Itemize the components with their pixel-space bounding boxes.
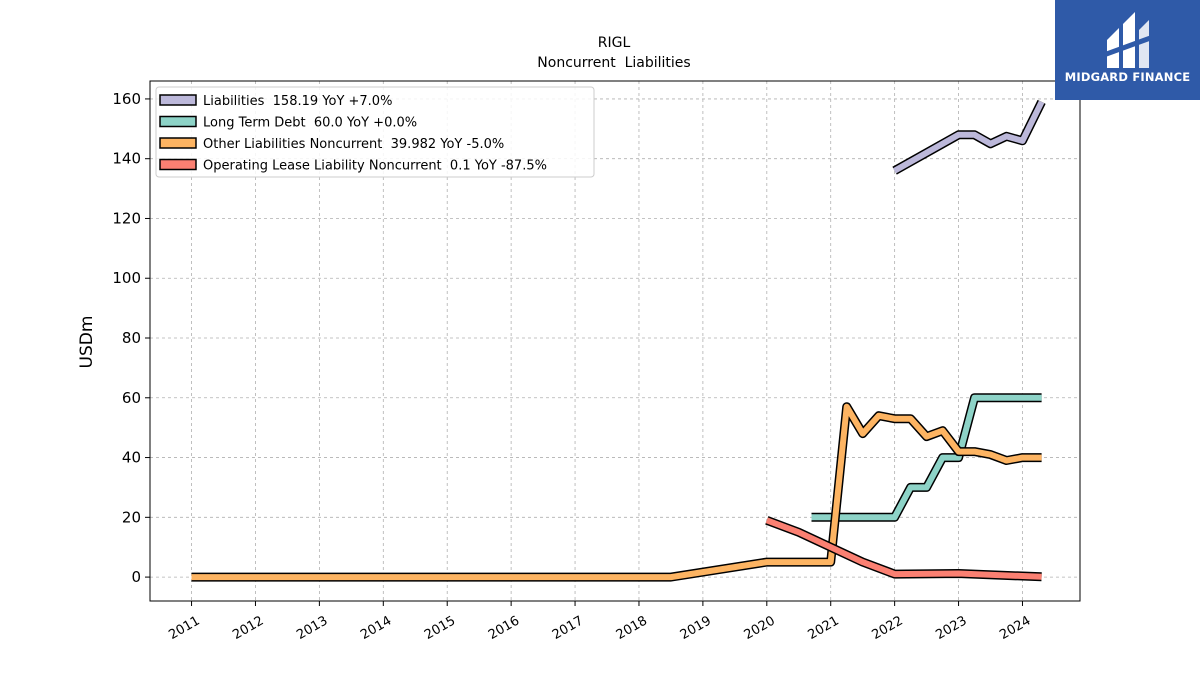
series-line [765,517,1042,580]
x-tick-label: 2013 [294,613,330,643]
brand-logo: MIDGARD FINANCE [1055,0,1200,100]
legend: Liabilities 158.19 YoY +7.0% Long Term De… [155,86,595,178]
chart-title: RIGL [598,35,631,51]
x-tick-label: 2021 [806,613,842,643]
x-tick-label: 2014 [358,613,394,643]
y-tick-label: 20 [122,508,141,526]
x-tick-label: 2020 [742,613,778,643]
x-tick-label: 2016 [486,613,522,643]
series-line [191,403,1042,581]
y-tick-label: 40 [122,449,141,467]
series-liabilities [892,99,1046,175]
series-line [893,100,1045,174]
x-tick-label: 2019 [678,613,714,643]
x-tick-label: 2017 [550,613,586,643]
x-tick-label: 2024 [997,613,1033,643]
legend-swatch [159,158,197,171]
x-tick-label: 2022 [869,613,905,643]
series-operating-lease-liability-noncurrent [765,516,1042,582]
series-other-liabilities-noncurrent [191,402,1042,582]
x-tick-label: 2018 [614,613,650,643]
legend-box [155,86,595,178]
series-line-outline [765,516,1042,582]
legend-label: Other Liabilities Noncurrent 39.982 YoY … [203,137,504,152]
brand-name: MIDGARD FINANCE [1064,70,1191,84]
legend-label: Operating Lease Liability Noncurrent 0.1… [203,159,547,174]
plot-frame [149,80,1081,602]
y-tick-label: 100 [112,269,141,287]
legend-label: Liabilities 158.19 YoY +7.0% [203,94,392,109]
series-line [811,394,1042,521]
legend-label: Long Term Debt 60.0 YoY +0.0% [203,116,417,131]
legend-swatch [159,94,197,106]
x-axis: 2011 2012 2013 2014 2015 2016 2017 2018 2019 2020… [166,601,1033,643]
y-axis-label: USDm [77,316,97,369]
y-axis: 0 20 40 60 80 100 120 140 160 [112,90,150,586]
x-tick-label: 2023 [933,613,969,643]
x-tick-label: 2011 [166,613,202,643]
series-long-term-debt [811,393,1042,522]
legend-swatch [159,115,197,128]
x-tick-label: 2015 [422,613,458,643]
y-tick-label: 80 [122,329,141,347]
y-tick-label: 60 [122,389,141,407]
legend-swatch [159,137,197,149]
x-tick-label: 2012 [230,613,266,643]
chart-subtitle: Noncurrent Liabilities [537,55,690,71]
y-tick-label: 120 [112,209,141,227]
y-tick-label: 0 [131,568,141,586]
y-tick-label: 160 [112,90,141,108]
y-tick-label: 140 [112,150,141,168]
midgard-logo-icon [1103,12,1151,68]
series-lines [191,99,1046,582]
